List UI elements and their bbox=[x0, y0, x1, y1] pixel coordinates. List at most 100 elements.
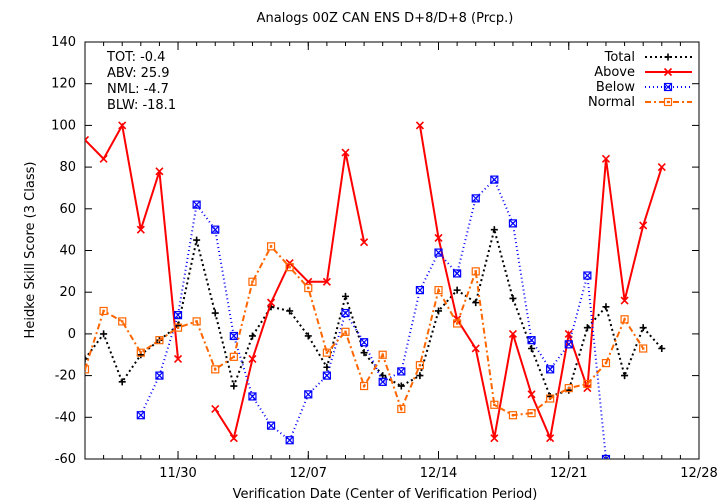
data-point-normal bbox=[490, 400, 499, 409]
data-point-above bbox=[546, 434, 555, 443]
y-tick-label: 20 bbox=[59, 285, 76, 300]
data-point-above bbox=[211, 404, 220, 414]
legend-item-normal: Normal bbox=[588, 95, 692, 110]
data-point-total bbox=[602, 303, 610, 311]
legend-label: Total bbox=[604, 50, 635, 65]
y-tick-label: 0 bbox=[68, 327, 76, 342]
data-point-total bbox=[100, 330, 108, 338]
stat-blw: BLW: -18.1 bbox=[107, 98, 176, 113]
data-point-below bbox=[546, 365, 555, 374]
data-point-normal bbox=[601, 358, 611, 368]
data-point-total bbox=[528, 344, 536, 352]
stat-abv: ABV: 25.9 bbox=[107, 66, 170, 81]
data-point-normal bbox=[583, 379, 592, 389]
data-point-total bbox=[490, 226, 498, 234]
data-point-above bbox=[620, 296, 629, 305]
series-line-below bbox=[139, 177, 607, 459]
data-point-above bbox=[173, 354, 183, 363]
y-tick-label: -20 bbox=[55, 369, 76, 384]
stat-value: -4.7 bbox=[144, 82, 169, 97]
x-tick-label: 11/30 bbox=[159, 466, 196, 481]
data-point-total bbox=[304, 332, 312, 340]
data-point-normal bbox=[546, 394, 555, 403]
data-point-above bbox=[434, 233, 443, 243]
stat-value: -18.1 bbox=[142, 98, 176, 113]
data-point-below bbox=[155, 371, 164, 380]
data-point-below bbox=[490, 175, 499, 184]
data-point-total bbox=[639, 324, 647, 332]
series-line-above bbox=[418, 125, 663, 442]
legend-label: Above bbox=[594, 65, 635, 80]
data-point-total bbox=[193, 236, 201, 244]
data-point-normal bbox=[639, 344, 648, 353]
data-point-total bbox=[211, 309, 219, 317]
data-point-normal bbox=[322, 348, 331, 357]
data-point-normal bbox=[453, 319, 462, 328]
data-point-below bbox=[173, 311, 183, 320]
data-point-above bbox=[136, 225, 145, 234]
data-point-total bbox=[435, 307, 443, 315]
data-point-total bbox=[416, 372, 424, 380]
data-point-normal bbox=[211, 365, 220, 374]
series-line-total bbox=[85, 225, 663, 398]
data-point-below bbox=[229, 331, 238, 341]
data-point-above bbox=[583, 384, 592, 393]
x-tick-label: 12/14 bbox=[420, 466, 457, 481]
data-point-above bbox=[564, 329, 573, 338]
data-point-total bbox=[509, 294, 517, 302]
data-point-normal bbox=[359, 381, 369, 391]
y-tick-label: 60 bbox=[59, 202, 76, 217]
data-point-total bbox=[230, 382, 238, 390]
data-point-above bbox=[471, 344, 480, 353]
data-point-normal bbox=[397, 404, 406, 414]
data-point-below bbox=[471, 194, 480, 203]
data-point-normal bbox=[527, 409, 536, 418]
data-point-normal bbox=[192, 317, 201, 326]
data-point-below bbox=[453, 269, 462, 278]
data-point-above bbox=[285, 258, 294, 268]
data-point-above bbox=[248, 354, 257, 363]
data-point-above bbox=[601, 154, 611, 163]
y-tick-label: 100 bbox=[51, 118, 76, 133]
data-point-above bbox=[99, 154, 108, 163]
data-point-normal bbox=[508, 411, 518, 420]
legend-label: Below bbox=[596, 80, 635, 95]
data-point-total bbox=[621, 372, 629, 380]
data-point-below bbox=[397, 367, 406, 376]
data-point-normal bbox=[229, 352, 238, 361]
data-point-total bbox=[118, 378, 126, 386]
data-point-normal bbox=[155, 336, 164, 345]
data-point-normal bbox=[378, 350, 387, 359]
data-point-above bbox=[453, 315, 462, 324]
data-point-normal bbox=[620, 315, 629, 324]
data-point-total bbox=[341, 292, 349, 300]
data-point-normal bbox=[118, 317, 127, 326]
data-point-below bbox=[601, 454, 611, 459]
stat-value: -0.4 bbox=[140, 50, 165, 65]
data-point-above bbox=[266, 298, 276, 307]
x-tick-label: 12/07 bbox=[290, 466, 327, 481]
data-point-above bbox=[341, 148, 350, 157]
data-point-below bbox=[527, 336, 536, 345]
y-axis-label: Heidke Skill Score (3 Class) bbox=[23, 162, 38, 339]
data-point-below bbox=[285, 436, 294, 445]
series-normal bbox=[85, 242, 648, 420]
data-point-normal bbox=[434, 286, 443, 295]
legend-item-total: Total bbox=[604, 50, 692, 65]
data-point-above bbox=[527, 390, 536, 399]
data-point-above bbox=[657, 163, 666, 172]
y-tick-label: 80 bbox=[59, 160, 76, 175]
data-point-normal bbox=[471, 267, 480, 276]
data-point-total bbox=[397, 382, 405, 390]
data-point-above bbox=[508, 329, 518, 338]
x-tick-label: 12/21 bbox=[550, 466, 587, 481]
data-point-above bbox=[229, 434, 238, 443]
series-above bbox=[85, 121, 666, 443]
y-tick-label: 140 bbox=[51, 35, 76, 50]
data-point-total bbox=[453, 286, 461, 294]
data-point-below bbox=[564, 340, 573, 349]
data-point-normal bbox=[173, 323, 183, 332]
stat-label: TOT: bbox=[106, 50, 136, 65]
data-point-below bbox=[136, 411, 145, 420]
